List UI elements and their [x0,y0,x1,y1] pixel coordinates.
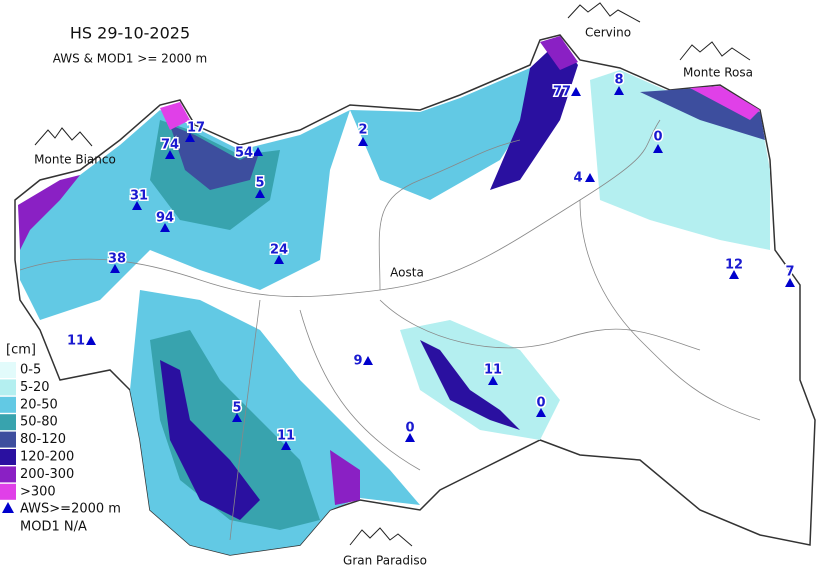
station-marker [274,255,284,264]
mountain-icon [567,2,641,23]
station-value: 4 [573,171,582,186]
station-marker [185,133,195,142]
legend-swatch [0,431,16,448]
place-label: Monte Rosa [683,66,753,80]
station-marker [363,356,373,365]
station-marker [358,137,368,146]
station-value: 7 [785,265,794,280]
station-marker [110,264,120,273]
legend-swatch [0,466,16,483]
station-value: 24 [270,243,288,258]
station-value: 2 [358,123,367,138]
station-marker [653,144,663,153]
station-marker [160,223,170,232]
station-marker [253,147,263,156]
place-label: Gran Paradiso [343,554,427,566]
station-value: 38 [108,252,126,267]
legend-swatch [0,379,16,396]
legend-label: 80-120 [20,432,66,447]
legend-label: 50-80 [20,415,58,430]
place-label: Cervino [585,26,631,40]
station-marker [614,86,624,95]
legend-swatch [0,396,16,413]
station-value: 17 [187,121,205,136]
legend-unit: [cm] [6,343,36,358]
station-value: 74 [161,138,179,153]
mountain-icon [679,41,751,61]
station-marker [488,376,498,385]
legend-station-icon [2,502,14,513]
legend-swatch [0,362,16,378]
legend-label: >300 [20,484,56,499]
mountain-icon [349,527,413,547]
station-marker [165,150,175,159]
station-marker [232,413,242,422]
map-subtitle: AWS & MOD1 >= 2000 m [53,52,207,66]
station-marker [255,189,265,198]
station-marker [86,336,96,345]
station-value: 77 [553,85,571,100]
legend-label: 200-300 [20,467,74,482]
station-marker [585,173,595,182]
station-marker [281,441,291,450]
mountain-icon [34,127,93,147]
station-value: 11 [67,334,85,349]
place-label: Aosta [390,266,424,280]
station-value: 94 [156,211,174,226]
station-marker [571,87,581,96]
station-marker [405,433,415,442]
legend-swatch [0,414,16,431]
station-value: 11 [484,363,502,378]
legend-label: 20-50 [20,397,58,412]
map-title: HS 29-10-2025 [70,24,190,43]
place-label: Monte Bianco [34,153,116,167]
legend-label: 120-200 [20,450,74,465]
station-value: 8 [614,73,623,88]
rivers [19,119,761,541]
legend-swatch [0,449,16,465]
legend-swatch [0,483,16,500]
station-value: 0 [653,130,662,145]
legend-label: MOD1 N/A [20,520,87,535]
legend-label: AWS>=2000 m [20,502,121,517]
station-value: 5 [255,176,264,191]
station-value: 0 [536,396,545,411]
station-marker [729,270,739,279]
station-value: 12 [725,258,743,273]
station-marker [785,278,795,287]
station-value: 11 [277,429,295,444]
station-marker [536,408,546,417]
station-marker [132,201,142,210]
station-value: 31 [130,189,148,204]
station-value: 5 [232,401,241,416]
station-value: 9 [353,354,362,369]
legend-label: 5-20 [20,380,50,395]
station-value: 0 [405,421,414,436]
station-value: 54 [235,146,253,161]
snow-cover [18,36,770,555]
legend-label: 0-5 [20,363,41,378]
